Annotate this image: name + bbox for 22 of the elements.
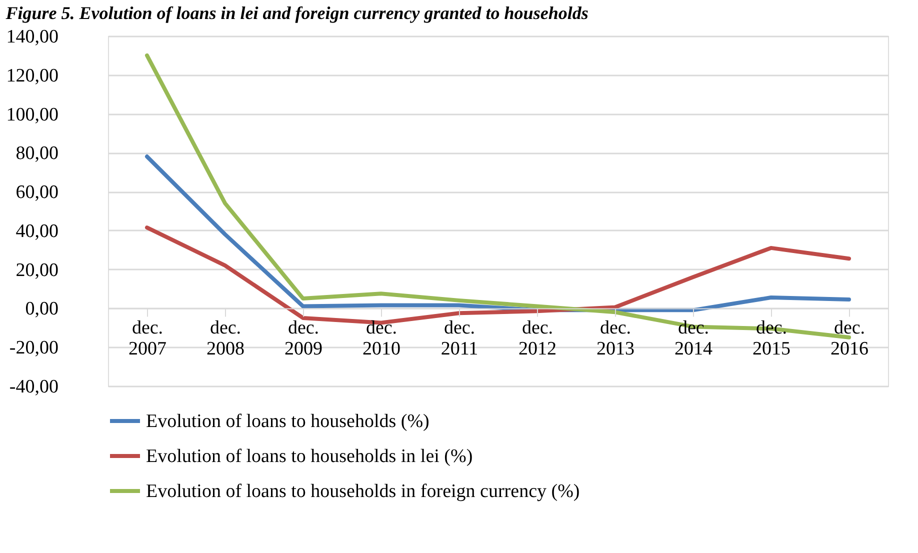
x-tick-label: dec. 2007 bbox=[128, 318, 166, 360]
y-tick-label: 0,00 bbox=[25, 298, 58, 320]
x-tick-label: dec. 2009 bbox=[284, 318, 322, 360]
y-tick-label: 120,00 bbox=[6, 65, 58, 86]
x-tick-label: dec. 2011 bbox=[440, 318, 478, 360]
x-tick-label: dec. 2016 bbox=[830, 318, 868, 360]
x-tick-label: dec. 2010 bbox=[362, 318, 400, 360]
x-tick-label: dec. 2013 bbox=[596, 318, 634, 360]
y-tick-label: 140,00 bbox=[6, 26, 58, 48]
y-tick-label: 60,00 bbox=[16, 182, 58, 204]
legend-label: Evolution of loans to households (%) bbox=[146, 411, 430, 432]
legend-label: Evolution of loans to households in lei (%) bbox=[146, 446, 473, 467]
chart-title: Figure 5. Evolution of loans in lei and foreign currency granted to households bbox=[4, 3, 588, 23]
y-tick-label: 80,00 bbox=[16, 143, 58, 164]
y-tick-label: -40,00 bbox=[9, 376, 58, 398]
x-tick-label: dec. 2008 bbox=[206, 318, 244, 360]
y-tick-label: 40,00 bbox=[16, 220, 58, 242]
y-tick-label: -20,00 bbox=[9, 338, 58, 359]
legend-label: Evolution of loans to households in foreign currency (%) bbox=[146, 481, 580, 502]
y-tick-label: 20,00 bbox=[16, 260, 58, 281]
x-tick-label: dec. 2012 bbox=[518, 318, 556, 360]
y-tick-label: 100,00 bbox=[6, 104, 58, 126]
